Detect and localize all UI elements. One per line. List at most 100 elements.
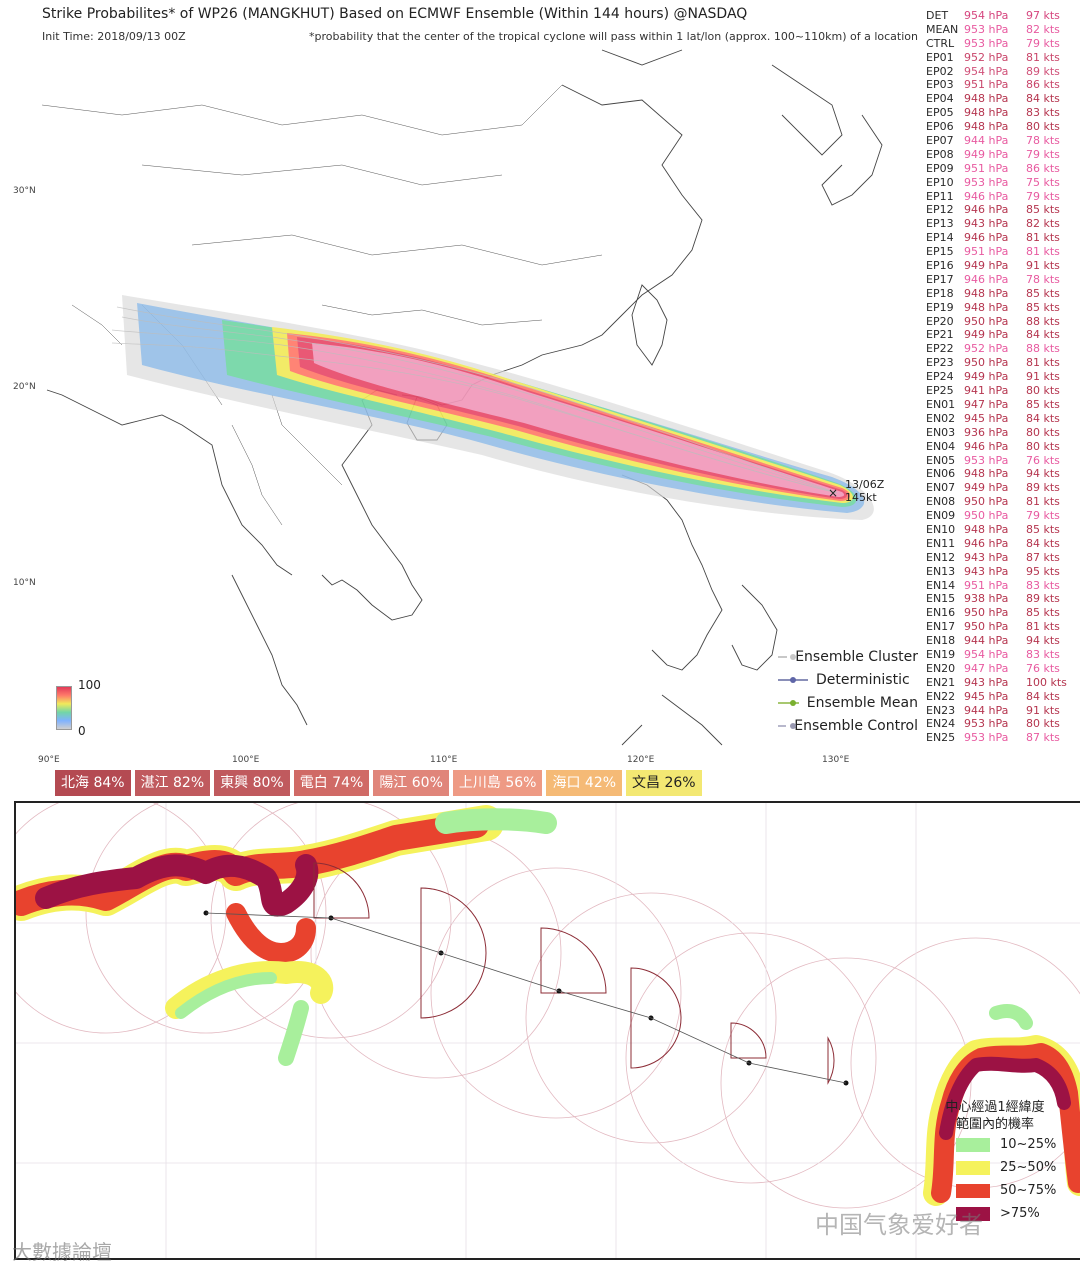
member-wind: 78 kts (1026, 134, 1060, 148)
member-row: EN24 953 hPa 80 kts (926, 717, 1076, 731)
member-wind: 79 kts (1026, 509, 1060, 523)
member-row: EN19 954 hPa 83 kts (926, 648, 1076, 662)
storm-center-marker: × (828, 486, 839, 500)
member-pressure: 947 hPa (964, 661, 1009, 675)
member-pressure: 948 hPa (964, 300, 1009, 314)
member-pressure: 948 hPa (964, 467, 1009, 481)
track-legend-item: Deterministic (778, 668, 918, 691)
member-row: EP20 950 hPa 88 kts (926, 315, 1076, 329)
watermark-right: 中国气象爱好者 (815, 1211, 983, 1239)
member-name: EP05 (926, 106, 954, 120)
member-row: EP13 943 hPa 82 kts (926, 217, 1076, 231)
member-name: EN18 (926, 634, 956, 648)
member-pressure: 950 hPa (964, 495, 1009, 509)
coast-probability-band (16, 805, 1080, 1206)
member-row: EP06 948 hPa 80 kts (926, 120, 1076, 134)
member-pressure: 936 hPa (964, 425, 1009, 439)
member-row: EN21 943 hPa 100 kts (926, 676, 1076, 690)
track-legend-symbol (778, 652, 797, 662)
member-wind: 81 kts (1026, 245, 1060, 259)
member-row: EN13 943 hPa 95 kts (926, 565, 1076, 579)
probability-legend-swatch (956, 1160, 990, 1175)
lat-label-10n: 10°N (13, 578, 36, 588)
member-pressure: 951 hPa (964, 161, 1009, 175)
member-name: EN05 (926, 453, 956, 467)
member-name: EN22 (926, 689, 956, 703)
member-name: MEAN (926, 22, 959, 36)
legend-title-line1: 中心經過1經緯度 (945, 1100, 1045, 1115)
member-pressure: 954 hPa (964, 9, 1009, 22)
member-wind: 84 kts (1026, 411, 1060, 425)
member-wind: 89 kts (1026, 64, 1060, 78)
member-name: EN16 (926, 606, 956, 620)
member-pressure: 950 hPa (964, 606, 1009, 620)
member-wind: 81 kts (1026, 356, 1060, 370)
member-wind: 82 kts (1026, 217, 1060, 231)
member-name: EP11 (926, 189, 954, 203)
member-row: EP11 946 hPa 79 kts (926, 190, 1076, 204)
member-pressure: 944 hPa (964, 134, 1009, 148)
member-wind: 85 kts (1026, 286, 1060, 300)
member-wind: 79 kts (1026, 147, 1060, 161)
member-name: EP14 (926, 231, 954, 245)
member-name: EN06 (926, 467, 956, 481)
member-wind: 80 kts (1026, 384, 1060, 398)
lon-label-130e: 130°E (822, 755, 850, 765)
member-row: EP04 948 hPa 84 kts (926, 92, 1076, 106)
member-name: EP25 (926, 384, 954, 398)
member-name: EP12 (926, 203, 954, 217)
member-wind: 80 kts (1026, 425, 1060, 439)
member-pressure: 946 hPa (964, 272, 1009, 286)
member-pressure: 949 hPa (964, 147, 1009, 161)
ensemble-member-table: DET 954 hPa 97 kts MEAN 953 hPa 82 kts CTRL 953… (926, 9, 1076, 745)
member-pressure: 949 hPa (964, 481, 1009, 495)
member-wind: 88 kts (1026, 314, 1060, 328)
probability-legend-label: 25~50% (1000, 1160, 1057, 1175)
member-name: EP08 (926, 147, 954, 161)
probability-note: *probability that the center of the trop… (309, 30, 918, 43)
member-pressure: 943 hPa (964, 550, 1009, 564)
member-wind: 83 kts (1026, 578, 1060, 592)
member-wind: 97 kts (1026, 9, 1060, 22)
member-row: EP05 948 hPa 83 kts (926, 106, 1076, 120)
member-wind: 79 kts (1026, 189, 1060, 203)
track-legend-label: Ensemble Mean (806, 694, 918, 711)
member-pressure: 945 hPa (964, 411, 1009, 425)
member-wind: 81 kts (1026, 495, 1060, 509)
colorbar-min-label: 0 (78, 724, 86, 738)
member-row: EP10 953 hPa 75 kts (926, 176, 1076, 190)
member-row: EN10 948 hPa 85 kts (926, 523, 1076, 537)
member-name: EP17 (926, 272, 954, 286)
member-name: CTRL (926, 36, 955, 50)
member-pressure: 954 hPa (964, 647, 1009, 661)
member-row: EP07 944 hPa 78 kts (926, 134, 1076, 148)
member-row: EN16 950 hPa 85 kts (926, 606, 1076, 620)
member-name: EN14 (926, 578, 956, 592)
member-pressure: 949 hPa (964, 370, 1009, 384)
city-probability-bar: 北海 84% 湛江 82% 東興 80% 電白 74% 陽江 60% 上川島 56% 海口 … (55, 770, 702, 796)
member-pressure: 948 hPa (964, 120, 1009, 134)
forecast-sectors (313, 862, 835, 1085)
member-name: EP22 (926, 342, 954, 356)
track-legend-label: Deterministic (816, 671, 910, 688)
member-wind: 75 kts (1026, 175, 1060, 189)
member-pressure: 946 hPa (964, 536, 1009, 550)
city-probability-chip: 陽江 60% (373, 770, 449, 796)
city-probability-chip: 東興 80% (214, 770, 290, 796)
member-pressure: 941 hPa (964, 384, 1009, 398)
member-pressure: 953 hPa (964, 22, 1009, 36)
member-pressure: 943 hPa (964, 675, 1009, 689)
member-wind: 85 kts (1026, 300, 1060, 314)
member-pressure: 952 hPa (964, 50, 1009, 64)
member-wind: 76 kts (1026, 661, 1060, 675)
member-name: EP04 (926, 92, 954, 106)
member-wind: 91 kts (1026, 259, 1060, 273)
probability-legend-item: 25~50% (956, 1156, 1070, 1179)
member-wind: 80 kts (1026, 120, 1060, 134)
member-row: EP14 946 hPa 81 kts (926, 231, 1076, 245)
member-pressure: 952 hPa (964, 342, 1009, 356)
track-legend-item: Ensemble Mean (778, 691, 918, 714)
detail-map-frame: 中心經過1經緯度 範圍內的機率 10~25% 25~50% 50~75% >75% (14, 801, 1080, 1260)
track-legend-label: Ensemble Control (794, 717, 918, 734)
member-row: EP23 950 hPa 81 kts (926, 356, 1076, 370)
